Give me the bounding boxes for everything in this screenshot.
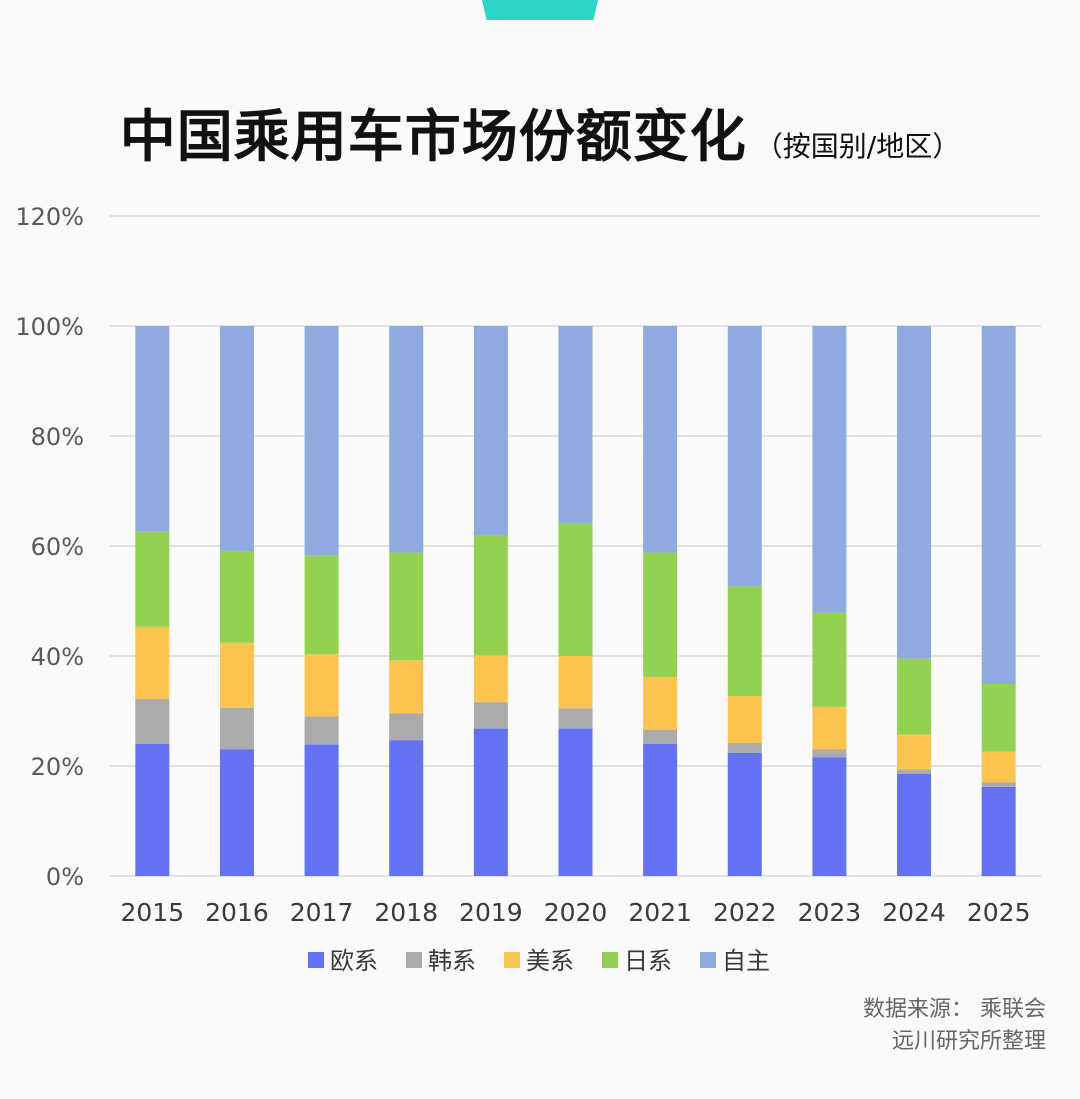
- y-axis-tick-labels: 0% 20% 40% 60% 80% 100% 120%: [15, 203, 84, 891]
- bar-segment: [981, 751, 1016, 783]
- bar-segment: [643, 744, 678, 876]
- source-line-2: 远川研究所整理: [891, 1029, 1046, 1054]
- legend-swatch: [308, 952, 324, 968]
- y-tick-label: 120%: [15, 203, 84, 231]
- bar-segment: [219, 707, 254, 750]
- bar-segment: [558, 326, 593, 524]
- bar-segment: [389, 660, 424, 714]
- bar-segment: [304, 555, 339, 655]
- bar-segment: [389, 713, 424, 741]
- bar-segment: [643, 729, 678, 744]
- bar-segment: [389, 326, 424, 553]
- legend-label: 日系: [624, 947, 672, 975]
- bar-segment: [219, 642, 254, 708]
- legend-swatch: [406, 952, 422, 968]
- x-tick-label: 2024: [882, 898, 946, 927]
- source-line-1: 数据来源： 乘联会: [863, 997, 1046, 1022]
- bar-segment: [135, 326, 170, 532]
- x-tick-label: 2020: [544, 898, 608, 927]
- bar-segment: [643, 676, 678, 730]
- bar-segment: [727, 326, 762, 587]
- bar-segment: [643, 552, 678, 677]
- x-tick-label: 2015: [121, 898, 185, 927]
- bar-segment: [812, 757, 847, 876]
- legend-label: 自主: [722, 947, 770, 975]
- y-tick-label: 20%: [31, 753, 84, 781]
- top-tab-decoration: [482, 0, 598, 20]
- bar-segment: [897, 769, 932, 774]
- bar-segment: [981, 326, 1016, 685]
- x-tick-label: 2022: [713, 898, 777, 927]
- y-tick-label: 40%: [31, 643, 84, 671]
- x-tick-label: 2018: [374, 898, 438, 927]
- legend-label: 美系: [526, 947, 574, 975]
- bar-segment: [558, 523, 593, 656]
- bar-segment: [981, 684, 1016, 752]
- bar-segment: [558, 656, 593, 709]
- bar-segment: [897, 773, 932, 876]
- legend-swatch: [504, 952, 520, 968]
- bar-segment: [135, 698, 170, 744]
- bar-segment: [558, 708, 593, 729]
- bar-segment: [558, 728, 593, 876]
- x-tick-label: 2016: [205, 898, 269, 927]
- bar-segment: [727, 742, 762, 753]
- bar-segment: [473, 535, 508, 656]
- bar-segment: [727, 696, 762, 743]
- bar-segment: [727, 752, 762, 876]
- chart-title: 中国乘用车市场份额变化 （按国别/地区）: [0, 92, 1080, 173]
- bar-segment: [473, 326, 508, 535]
- legend-swatch: [602, 952, 618, 968]
- bar-segment: [135, 744, 170, 876]
- bar-segment: [727, 586, 762, 697]
- legend-label: 韩系: [428, 947, 476, 975]
- bar-segment: [812, 326, 847, 613]
- title-main: 中国乘用车市场份额变化: [119, 105, 747, 170]
- x-tick-label: 2023: [798, 898, 862, 927]
- bar-segment: [304, 326, 339, 556]
- bar-segment: [897, 734, 932, 770]
- bar-segment: [812, 706, 847, 750]
- bar-segment: [304, 744, 339, 876]
- bar-segment: [473, 655, 508, 703]
- bar-segment: [473, 728, 508, 876]
- x-tick-label: 2019: [459, 898, 523, 927]
- y-tick-label: 80%: [31, 423, 84, 451]
- title-subtitle: （按国别/地区）: [754, 130, 961, 163]
- bar-segment: [304, 716, 339, 745]
- bar-segment: [981, 786, 1016, 876]
- y-tick-label: 0%: [46, 863, 84, 891]
- bar-segment: [981, 782, 1016, 787]
- bar-segment: [219, 326, 254, 551]
- y-tick-label: 100%: [15, 313, 84, 341]
- bars: [135, 326, 1016, 876]
- legend: 欧系 韩系 美系 日系 自主: [308, 947, 770, 975]
- x-tick-label: 2025: [967, 898, 1031, 927]
- legend-label: 欧系: [330, 947, 378, 975]
- bar-segment: [897, 326, 932, 659]
- x-axis-tick-labels: 2015 2016 2017 2018 2019 2020 2021 2022 2023 2024…: [121, 898, 1031, 927]
- bar-segment: [219, 749, 254, 876]
- bar-segment: [643, 326, 678, 553]
- bar-segment: [812, 749, 847, 758]
- x-tick-label: 2021: [628, 898, 692, 927]
- bar-segment: [219, 550, 254, 643]
- bar-segment: [135, 531, 170, 627]
- bar-segment: [389, 740, 424, 876]
- stacked-bar-chart: 0%20%40%60%80%100%120% 2015 2016 2017 2018 2…: [15, 203, 1041, 975]
- legend-swatch: [700, 952, 716, 968]
- data-source-note: 数据来源： 乘联会 远川研究所整理: [863, 994, 1046, 1058]
- bar-segment: [812, 612, 847, 707]
- bar-segment: [135, 626, 170, 699]
- y-tick-label: 60%: [31, 533, 84, 561]
- bar-segment: [389, 552, 424, 661]
- bar-segment: [304, 654, 339, 717]
- bar-segment: [897, 658, 932, 735]
- x-tick-label: 2017: [290, 898, 354, 927]
- bar-segment: [473, 702, 508, 729]
